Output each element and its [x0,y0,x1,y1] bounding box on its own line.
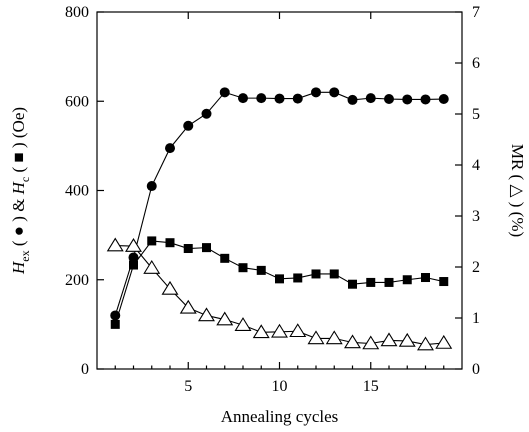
data-point-circle [128,252,139,263]
data-point-triangle [362,335,380,350]
y-right-tick-label: 6 [472,55,480,72]
series-circle [110,87,449,321]
data-point-square [202,243,211,253]
data-point-circle [420,94,431,105]
data-point-circle [201,108,212,119]
data-point-triangle [344,334,361,349]
y-left-tick-label: 400 [65,183,89,200]
data-point-triangle [198,307,215,322]
y-right-tick-label: 2 [472,259,480,276]
data-point-triangle [125,238,142,252]
y-right-tick-label: 1 [472,310,480,327]
y-left-title-part: ■ [9,152,28,162]
data-point-square [147,236,157,246]
data-point-circle [384,94,394,105]
data-point-triangle [234,317,252,331]
y-left-tick-label: 0 [81,361,89,378]
data-point-square [129,260,138,270]
data-point-square [439,277,449,287]
data-point-square [311,269,321,279]
data-point-circle [146,181,157,192]
y-right-axis-title: MR ( △ ) (%) [508,144,527,237]
x-tick-label: 10 [272,378,288,395]
data-point-triangle [252,324,270,339]
y-left-title-part: ) (Oe) [9,107,28,152]
data-point-square [220,253,230,263]
data-point-square [421,273,430,283]
y-right-tick-label: 3 [472,208,480,225]
y-left-title-part: H [9,180,28,195]
data-point-triangle [325,330,343,345]
y-left-tick-label: 800 [65,4,89,21]
series-square [110,236,449,329]
data-point-triangle [106,237,124,252]
data-point-triangle [435,334,453,349]
data-point-square [348,279,357,289]
data-point-circle [219,87,230,98]
y-right-tick-label: 5 [472,106,480,123]
data-point-circle [165,143,175,154]
data-point-circle [256,93,267,104]
data-point-square [402,275,412,285]
y-left-tick-label: 200 [65,272,89,289]
y-left-title-part: H [9,260,28,275]
data-point-triangle [179,299,197,314]
data-point-circle [365,93,376,104]
data-point-circle [311,87,321,98]
y-right-tick-label: 7 [472,4,480,21]
data-point-square [275,274,284,284]
data-point-square [256,265,266,275]
x-axis-title: Annealing cycles [221,407,339,426]
y-right-tick-label: 0 [472,361,480,378]
data-point-square [329,269,339,279]
data-point-square [165,238,175,248]
data-point-triangle [143,259,161,274]
data-point-triangle [216,311,234,326]
data-point-triangle [289,323,307,338]
data-point-square [183,244,193,254]
data-point-circle [329,87,340,98]
y-left-title-part: ● [9,226,28,236]
data-point-square [293,273,303,283]
data-point-square [384,277,394,287]
y-left-title-part: c [18,177,32,182]
data-point-triangle [417,336,434,351]
data-point-square [366,277,376,287]
x-tick-label: 15 [363,378,379,395]
series-triangle [106,237,453,351]
data-point-triangle [161,280,179,295]
data-point-triangle [398,332,416,347]
data-point-circle [292,93,303,104]
data-point-circle [438,94,449,105]
y-left-tick-label: 600 [65,93,89,110]
x-tick-label: 5 [184,378,192,395]
ticks: 5 10 15 0 200 400 600 800 0 1 2 3 4 5 6 7 [65,4,480,395]
y-left-title-part: ex [18,250,32,261]
data-point-triangle [380,332,398,347]
y-left-title-part: ( [9,236,28,250]
data-point-circle [238,93,248,104]
data-point-circle [274,93,285,104]
data-point-circle [347,94,358,105]
data-point-triangle [271,323,288,338]
data-point-triangle [307,330,325,345]
y-right-tick-label: 4 [472,157,480,174]
data-point-circle [183,120,194,131]
data-point-square [110,319,120,329]
y-left-title-part: ( [9,163,28,177]
y-left-axis-title: Hex ( ● ) & Hc ( ■ ) (Oe) [9,107,32,275]
series-layer [106,87,453,351]
data-point-square [238,263,248,273]
data-point-circle [402,94,413,105]
y-left-title-part: ) & [9,194,28,226]
